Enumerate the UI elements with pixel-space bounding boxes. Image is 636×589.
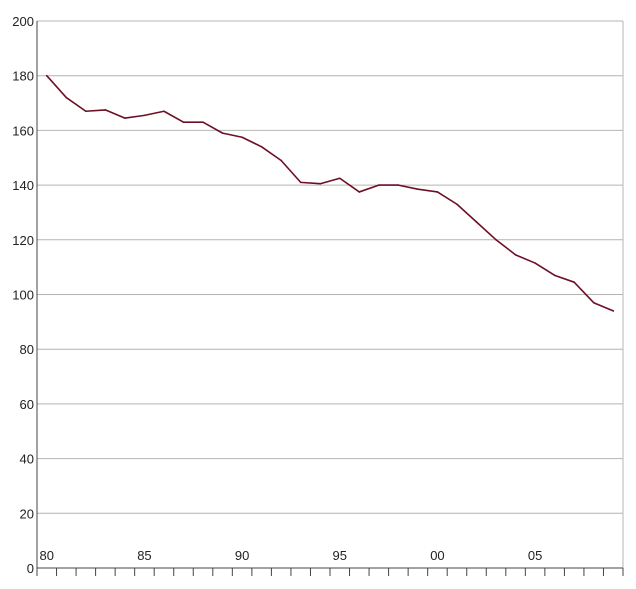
data-point-1984 [124,117,126,119]
data-point-1991 [260,146,263,148]
data-point-1981 [65,96,68,99]
data-point-2003 [495,239,497,241]
y-tick-label-140: 140 [12,178,34,193]
data-point-2008 [592,301,595,304]
gridlines [37,20,623,514]
x-tick-label-05: 05 [528,548,542,563]
y-tick-label-100: 100 [12,288,34,303]
y-tick-label-160: 160 [12,123,34,138]
data-point-1994 [319,182,322,185]
data-point-1992 [280,159,282,162]
y-tick-label-180: 180 [12,69,34,84]
data-point-2005 [534,262,536,264]
x-tick-label-85: 85 [137,548,151,563]
data-point-2007 [573,281,575,283]
data-point-2004 [514,254,517,256]
data-point-2009 [612,310,615,312]
data-point-2002 [475,221,478,223]
data-point-1986 [163,110,165,113]
data-point-1998 [397,184,400,186]
data-point-1989 [221,132,224,134]
data-point-1983 [104,109,107,111]
y-tick-label-20: 20 [20,506,34,521]
data-point-1995 [338,177,341,180]
data-point-1987 [182,121,185,123]
y-tick-label-120: 120 [12,233,34,248]
data-point-1988 [202,121,204,123]
data-point-1999 [417,188,419,191]
data-point-1990 [241,136,243,139]
data-point-1996 [358,191,361,193]
x-tick-label-80: 80 [40,548,54,563]
x-tick-label-95: 95 [333,548,347,563]
data-point-1997 [378,184,380,186]
series [45,74,615,312]
y-tick-label-60: 60 [20,397,34,412]
data-point-2000 [436,191,439,193]
x-tick-label-00: 00 [430,548,444,563]
y-tick-label-40: 40 [20,452,34,467]
y-tick-label-0: 0 [27,561,34,576]
series-line-0 [45,74,615,312]
y-tick-label-80: 80 [20,342,34,357]
data-point-1985 [143,114,146,117]
data-point-2001 [456,203,458,206]
data-point-1993 [299,181,302,184]
data-point-1982 [85,110,87,113]
y-tick-label-200: 200 [12,14,34,29]
data-point-2006 [553,274,556,277]
tick-labels: 0 20 40 60 80 100 120 140 160 180 200 80 85 90 95 00 05 [12,14,542,576]
axes [36,21,624,576]
data-point-1980 [45,74,48,77]
x-tick-label-90: 90 [235,548,249,563]
